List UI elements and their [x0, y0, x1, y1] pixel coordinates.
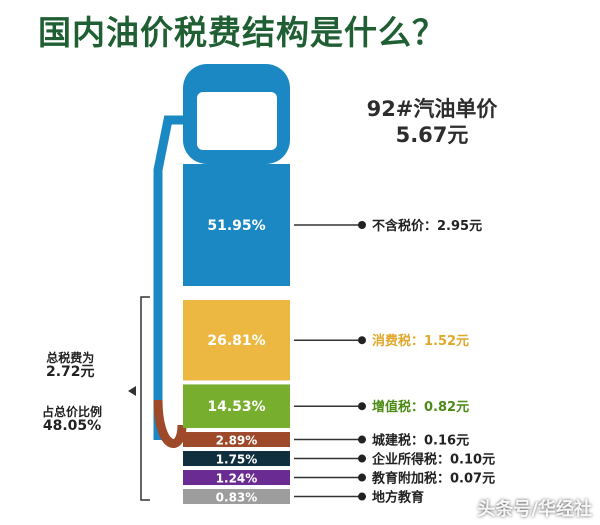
tax-ratio-value: 48.05% — [42, 418, 102, 434]
legend-label: 地方教育 — [372, 490, 424, 506]
tax-ratio: 占总价比例 48.05% — [42, 405, 102, 433]
segment-6 — [183, 489, 290, 505]
segment-percent-label: 51.95% — [207, 218, 265, 234]
segment-1 — [183, 300, 290, 381]
legend-label: 教育附加税：0.07元 — [371, 471, 495, 487]
pump-nozzle — [153, 399, 187, 448]
legend-label: 增值税：0.82元 — [372, 399, 469, 415]
leader-dot — [358, 435, 366, 444]
price-header-product: 92#汽油单价 — [366, 97, 498, 121]
leader-dot — [358, 402, 366, 411]
segment-percent-label: 1.75% — [216, 453, 258, 467]
segment-percent-label: 2.89% — [216, 434, 258, 448]
segment-4 — [183, 451, 290, 467]
bracket-arrow — [128, 386, 136, 396]
legend-label: 企业所得税：0.10元 — [371, 452, 495, 468]
segment-2 — [183, 384, 290, 429]
tax-summary: 总税费为 2.72元 — [46, 351, 95, 379]
legend-label: 不含税价：2.95元 — [372, 218, 482, 234]
tax-ratio-label: 占总价比例 — [42, 405, 103, 419]
pump-window — [197, 92, 277, 150]
segment-5 — [183, 470, 290, 486]
segment-3 — [183, 432, 290, 448]
segment-percent-label: 26.81% — [207, 333, 265, 349]
leader-dot — [358, 221, 366, 229]
tax-total-label: 总税费为 — [46, 351, 95, 365]
segment-percent-label: 14.53% — [207, 399, 265, 415]
legend-label: 城建税：0.16元 — [372, 433, 469, 449]
leader-dot — [358, 473, 366, 482]
price-header: 92#汽油单价 5.67元 — [362, 96, 502, 148]
tax-bracket — [140, 296, 150, 501]
leader-dot — [358, 492, 366, 501]
leader-dot — [358, 336, 366, 345]
price-header-value: 5.67元 — [395, 123, 469, 147]
segment-percent-label: 0.83% — [216, 491, 258, 505]
segment-percent-label: 1.24% — [216, 472, 258, 486]
legend-label: 消费税：1.52元 — [372, 333, 469, 349]
chart-title: 国内油价税费结构是什么？ — [38, 13, 446, 52]
leader-dot — [358, 454, 366, 463]
watermark: 头条号/华经社 — [477, 499, 592, 520]
segment-0 — [183, 164, 290, 286]
tax-total-value: 2.72元 — [46, 364, 95, 380]
pump-handle — [153, 115, 183, 440]
